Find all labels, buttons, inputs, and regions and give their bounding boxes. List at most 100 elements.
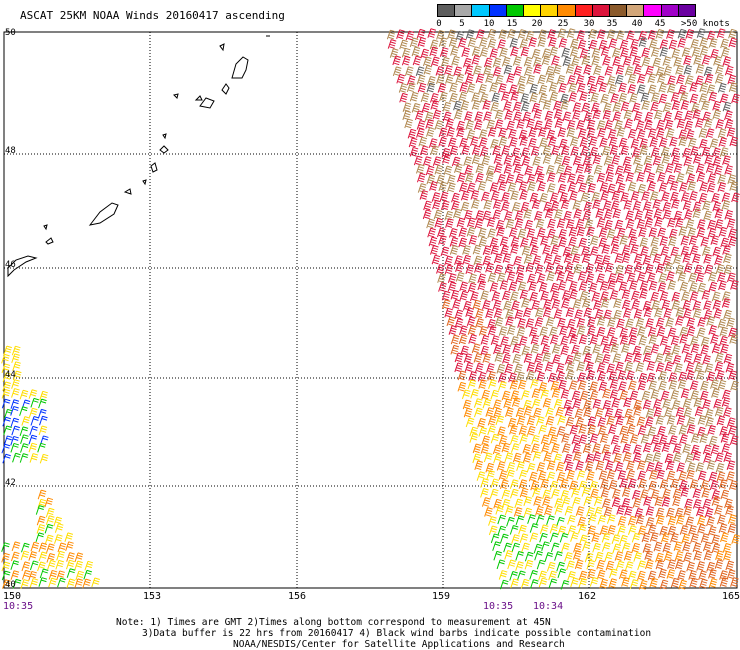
wind-barb bbox=[479, 47, 489, 57]
wind-barb bbox=[471, 92, 480, 103]
wind-barb bbox=[449, 237, 459, 247]
wind-barb bbox=[712, 156, 722, 167]
wind-barb bbox=[551, 343, 561, 354]
wind-speed-legend: 0 5 10 15 20 25 30 35 40 45 >50 knots bbox=[436, 4, 730, 30]
wind-barb bbox=[545, 65, 555, 76]
wind-barb bbox=[429, 39, 439, 50]
wind-barb bbox=[587, 183, 596, 193]
wind-barb bbox=[411, 102, 421, 113]
wind-barb bbox=[631, 147, 641, 158]
wind-barb bbox=[694, 406, 704, 417]
wind-barb bbox=[514, 309, 524, 320]
wind-barb bbox=[516, 415, 526, 426]
longitude-label: 156 bbox=[287, 591, 307, 602]
wind-barb bbox=[438, 235, 447, 245]
wind-barb bbox=[538, 282, 548, 293]
wind-barb bbox=[56, 570, 65, 581]
wind-barb bbox=[658, 371, 667, 381]
wind-barb bbox=[452, 299, 461, 309]
wind-barb bbox=[520, 46, 530, 57]
wind-barb bbox=[671, 155, 681, 165]
wind-barb bbox=[549, 91, 559, 102]
wind-barb bbox=[577, 380, 587, 391]
wind-barb bbox=[645, 65, 654, 76]
wind-barb bbox=[440, 200, 450, 210]
wind-barb bbox=[527, 273, 536, 284]
wind-barb bbox=[677, 379, 687, 390]
wind-barb bbox=[35, 532, 45, 543]
wind-barb bbox=[632, 452, 642, 463]
wind-barb bbox=[661, 497, 671, 507]
wind-barb bbox=[704, 408, 714, 419]
wind-barb bbox=[515, 407, 525, 418]
wind-barb bbox=[550, 201, 560, 212]
wind-barb bbox=[37, 498, 47, 509]
wind-barb bbox=[585, 263, 594, 274]
wind-barb bbox=[487, 425, 496, 436]
wind-barb bbox=[680, 100, 690, 110]
wind-barb bbox=[613, 453, 622, 463]
wind-barb bbox=[507, 417, 517, 428]
wind-barb bbox=[707, 525, 717, 536]
wind-barb bbox=[485, 172, 495, 182]
wind-barb bbox=[683, 552, 692, 562]
wind-barb bbox=[541, 55, 551, 66]
wind-barb bbox=[477, 417, 486, 428]
wind-barb bbox=[36, 515, 46, 526]
wind-barb bbox=[609, 568, 618, 579]
wind-barb bbox=[717, 514, 726, 525]
wind-barb bbox=[466, 182, 476, 193]
wind-barb bbox=[462, 57, 472, 68]
wind-barb bbox=[671, 100, 681, 111]
wind-barb bbox=[399, 92, 408, 103]
wind-barb bbox=[532, 487, 541, 498]
wind-barb bbox=[521, 390, 530, 400]
wind-barb bbox=[10, 417, 20, 428]
wind-barb bbox=[666, 470, 676, 481]
wind-barb bbox=[415, 110, 424, 121]
wind-barb bbox=[37, 442, 46, 453]
wind-barb bbox=[610, 200, 620, 210]
wind-barb bbox=[516, 461, 525, 471]
wind-barb bbox=[726, 417, 736, 427]
wind-barb bbox=[66, 568, 76, 578]
wind-barb bbox=[723, 264, 733, 275]
wind-barb bbox=[680, 388, 690, 399]
wind-barb bbox=[640, 246, 649, 256]
wind-barb bbox=[668, 372, 677, 382]
wind-barb bbox=[675, 514, 685, 525]
wind-barb bbox=[598, 470, 608, 481]
wind-barb bbox=[532, 156, 541, 166]
wind-barb bbox=[652, 452, 662, 462]
wind-barb bbox=[682, 200, 692, 211]
legend-swatch bbox=[591, 4, 610, 17]
wind-barb bbox=[38, 542, 48, 553]
wind-barb bbox=[422, 156, 432, 166]
wind-barb bbox=[548, 578, 558, 589]
wind-barb bbox=[30, 541, 40, 552]
wind-barb bbox=[592, 199, 601, 210]
wind-barb bbox=[426, 218, 435, 229]
wind-barb bbox=[531, 443, 540, 454]
wind-barb bbox=[560, 335, 569, 346]
wind-barb bbox=[664, 352, 674, 363]
wind-barb bbox=[427, 28, 437, 38]
wind-barb bbox=[563, 253, 573, 264]
wind-barb bbox=[677, 38, 687, 48]
wind-barb bbox=[493, 163, 503, 173]
wind-barb bbox=[629, 579, 639, 589]
wind-barb bbox=[551, 388, 561, 398]
wind-barb bbox=[540, 478, 549, 489]
wind-barb bbox=[669, 181, 679, 191]
wind-barb bbox=[638, 335, 648, 346]
wind-barb bbox=[438, 37, 448, 47]
wind-barb bbox=[666, 507, 675, 518]
wind-barb bbox=[503, 542, 512, 553]
wind-barb bbox=[529, 579, 539, 589]
wind-barb bbox=[685, 370, 695, 381]
wind-barb bbox=[608, 136, 618, 147]
wind-barb bbox=[1, 443, 11, 454]
wind-barb bbox=[522, 443, 532, 454]
wind-barb bbox=[466, 316, 476, 327]
wind-barb bbox=[708, 271, 717, 282]
